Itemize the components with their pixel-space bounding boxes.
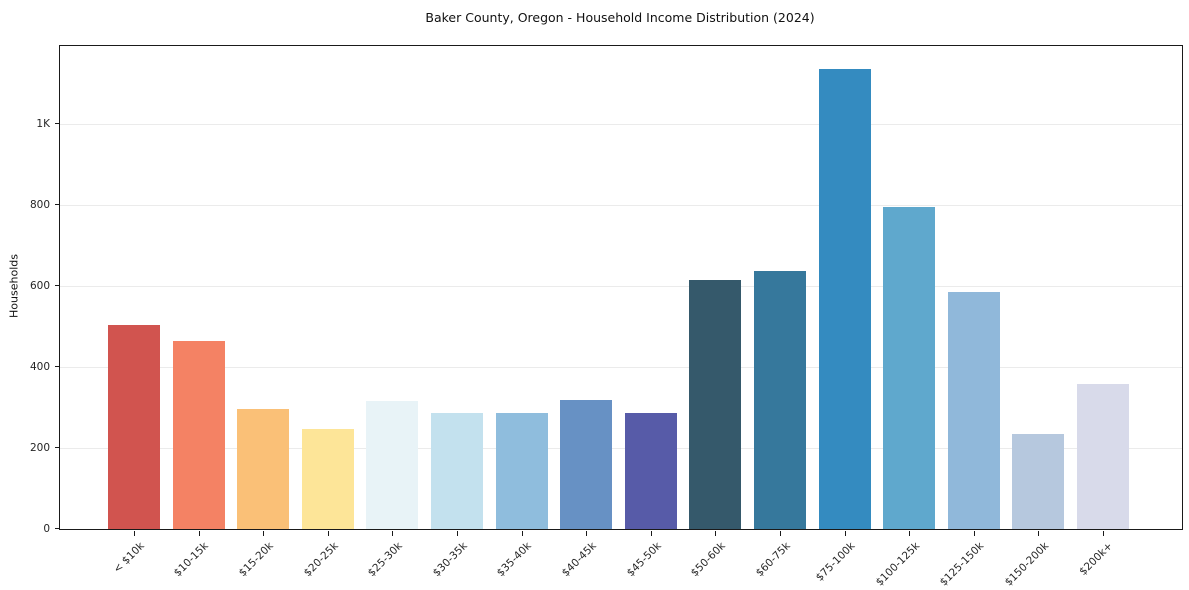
x-tick-mark xyxy=(263,531,265,536)
bar-slot: $45-50k xyxy=(624,46,677,579)
bar xyxy=(947,292,1000,529)
x-tick-mark xyxy=(1038,531,1040,536)
bar xyxy=(624,413,677,529)
bar xyxy=(753,270,806,529)
bar-slot: $100-125k xyxy=(873,46,936,589)
bar-slot: $30-35k xyxy=(430,46,483,579)
bar xyxy=(1076,384,1129,529)
gridline xyxy=(60,124,1182,126)
plot-area: < $10k $10-15k $15-20k $20-25k $25-30k $30-35… xyxy=(59,45,1183,589)
x-tick-mark xyxy=(973,531,975,536)
x-tick-label: $200k+ xyxy=(1077,540,1116,578)
x-tick-mark xyxy=(779,531,781,536)
bar xyxy=(689,279,742,529)
bar-slot: $50-60k xyxy=(689,46,742,579)
bar xyxy=(172,341,225,529)
chart-title: Baker County, Oregon - Household Income … xyxy=(425,10,815,25)
x-tick-mark xyxy=(198,531,200,536)
bar xyxy=(301,428,354,529)
x-tick-label: $50-60k xyxy=(688,540,729,580)
bar xyxy=(883,206,936,529)
x-tick-label: $30-35k xyxy=(430,540,470,580)
bar xyxy=(495,413,548,529)
y-tick-label: 1K xyxy=(36,118,50,131)
x-tick-label: $125-150k xyxy=(937,540,987,589)
x-tick-mark xyxy=(327,531,329,536)
x-tick-mark xyxy=(456,531,458,536)
x-tick-label: $35-40k xyxy=(495,540,535,580)
bar-slot: $15-20k xyxy=(237,46,290,579)
x-tick-mark xyxy=(586,531,588,536)
x-tick-label: $45-50k xyxy=(624,540,664,580)
bar-slot: < $10k xyxy=(108,46,160,576)
bar xyxy=(237,409,290,529)
y-tick-mark xyxy=(55,366,60,368)
gridline xyxy=(60,448,1182,450)
x-tick-mark xyxy=(134,531,135,536)
y-tick-mark xyxy=(55,123,60,125)
x-tick-label: $25-30k xyxy=(365,540,406,580)
gridline xyxy=(60,205,1182,207)
bar xyxy=(366,401,419,529)
x-tick-mark xyxy=(1102,531,1104,536)
bar xyxy=(430,412,483,529)
x-tick-label: $150-200k xyxy=(1002,540,1051,589)
x-tick-mark xyxy=(650,531,652,536)
y-tick-label: 800 xyxy=(29,199,50,212)
bar-slot: $60-75k xyxy=(753,46,806,579)
y-tick-label: 200 xyxy=(29,442,50,455)
bar-slot: $40-45k xyxy=(560,46,613,579)
y-tick-mark xyxy=(55,204,60,206)
x-tick-label: $100-125k xyxy=(873,540,922,589)
bar xyxy=(818,69,871,529)
x-tick-label: < $10k xyxy=(111,540,147,576)
x-tick-mark xyxy=(521,531,523,536)
y-axis-label: Households xyxy=(7,254,21,318)
x-tick-mark xyxy=(844,531,846,536)
bar xyxy=(560,400,613,529)
bar-slot: $125-150k xyxy=(938,46,1000,589)
x-tick-label: $60-75k xyxy=(753,540,793,580)
bar-slot: $25-30k xyxy=(366,46,419,579)
gridline xyxy=(60,286,1182,288)
bar-slot: $200k+ xyxy=(1076,46,1129,578)
y-tick-mark xyxy=(55,447,60,449)
gridline xyxy=(60,367,1182,369)
y-tick-label: 0 xyxy=(43,523,50,535)
y-tick-label: 600 xyxy=(29,280,50,293)
x-tick-mark xyxy=(909,531,911,536)
x-tick-mark xyxy=(715,531,717,536)
bar-slot: $75-100k xyxy=(813,46,871,584)
bar-slot: $10-15k xyxy=(172,46,225,579)
bar-slot: $20-25k xyxy=(301,46,354,579)
x-tick-label: $75-100k xyxy=(813,540,858,584)
bar-slot: $150-200k xyxy=(1002,46,1065,589)
x-tick-label: $10-15k xyxy=(172,540,212,580)
y-tick-mark xyxy=(55,285,60,287)
y-tick-label: 400 xyxy=(29,361,50,374)
x-tick-label: $15-20k xyxy=(236,540,276,580)
bar xyxy=(108,325,160,529)
bar-slot: $35-40k xyxy=(495,46,548,579)
bar xyxy=(1012,434,1065,529)
bars-row: < $10k $10-15k $15-20k $20-25k $25-30k $30-35… xyxy=(60,46,1182,589)
x-tick-label: $40-45k xyxy=(559,540,599,580)
y-tick-mark xyxy=(55,528,60,529)
x-tick-mark xyxy=(392,531,394,536)
x-tick-label: $20-25k xyxy=(301,540,341,580)
